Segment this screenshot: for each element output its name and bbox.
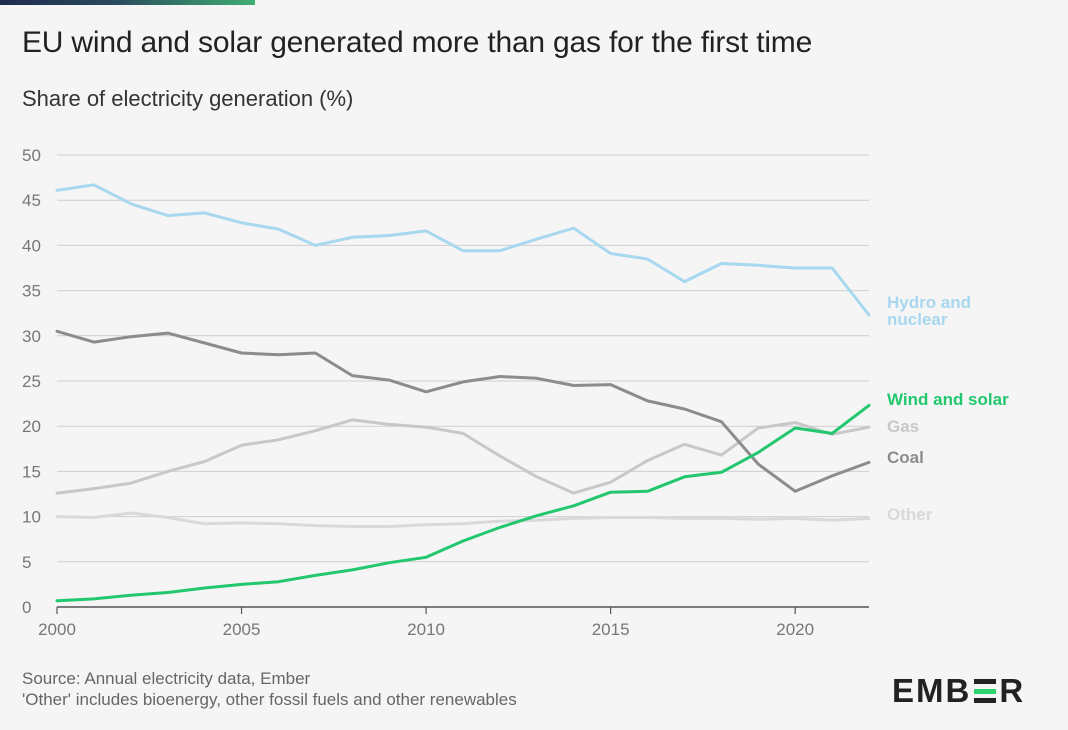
x-tick-label: 2005 [223, 620, 261, 639]
series-label-wind-and-solar: Wind and solar [887, 390, 1009, 409]
y-tick-label: 0 [22, 598, 31, 617]
y-tick-label: 5 [22, 553, 31, 572]
x-tick-label: 2020 [776, 620, 814, 639]
series-label-hydro-and-nuclear: Hydro and nuclear [887, 293, 971, 329]
y-tick-label: 35 [22, 282, 41, 301]
series-line-gas [55, 418, 871, 495]
series-lines [55, 183, 871, 603]
series-line-other [55, 511, 871, 528]
y-tick-label: 45 [22, 191, 41, 210]
y-tick-label: 10 [22, 508, 41, 527]
logo-e-mark [974, 678, 997, 704]
series-line-wind-and-solar [55, 403, 871, 603]
series-line-hydro-and-nuclear [55, 183, 871, 317]
series-label-gas: Gas [887, 417, 919, 436]
logo-text-right: R [999, 672, 1026, 709]
chart-title: EU wind and solar generated more than ga… [22, 26, 813, 59]
series-labels: Other Gas Coal Hydro and nuclear Wind and sol… [887, 293, 1009, 524]
chart-subtitle: Share of electricity generation (%) [22, 86, 354, 111]
x-tick-label: 2015 [592, 620, 630, 639]
y-tick-label: 50 [22, 146, 41, 165]
x-tick-label: 2010 [407, 620, 445, 639]
logo-text-left: EMB [892, 672, 972, 709]
ember-logo: EMB R [892, 672, 1025, 710]
series-label-coal: Coal [887, 448, 924, 467]
y-tick-label: 20 [22, 417, 41, 436]
y-tick-label: 40 [22, 236, 41, 255]
source-text: Source: Annual electricity data, Ember [22, 669, 311, 688]
y-axis: 0 5 10 15 20 25 30 35 40 45 50 [22, 146, 41, 617]
x-tick-label: 2000 [38, 620, 76, 639]
x-axis: 2000 2005 2010 2015 2020 [38, 607, 814, 639]
series-line-coal [55, 329, 871, 493]
y-tick-label: 25 [22, 372, 41, 391]
y-tick-label: 30 [22, 327, 41, 346]
gridlines [57, 154, 869, 608]
other-footnote: 'Other' includes bioenergy, other fossil… [22, 690, 517, 709]
y-tick-label: 15 [22, 462, 41, 481]
accent-bar [0, 0, 255, 5]
series-label-other: Other [887, 505, 933, 524]
source-note: Source: Annual electricity data, Ember '… [22, 668, 517, 710]
